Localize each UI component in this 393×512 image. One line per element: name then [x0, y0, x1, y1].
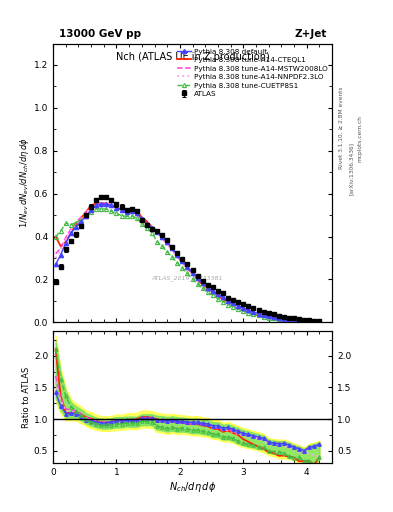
- Pythia 8.308 tune-CUETP8S1: [226, 302, 230, 308]
- Pythia 8.308 tune-A14-NNPDF2.3LO: [99, 201, 104, 207]
- Text: 13000 GeV pp: 13000 GeV pp: [59, 29, 141, 39]
- Pythia 8.308 tune-A14-NNPDF2.3LO: [129, 208, 134, 215]
- Pythia 8.308 tune-CUETP8S1: [53, 233, 58, 240]
- Pythia 8.308 default: [129, 208, 134, 214]
- Pythia 8.308 tune-A14-MSTW2008LO: [261, 312, 266, 318]
- Text: [arXiv:1306.3436]: [arXiv:1306.3436]: [349, 142, 354, 196]
- Pythia 8.308 tune-A14-CTEQL1: [317, 319, 322, 325]
- Pythia 8.308 tune-A14-CTEQL1: [129, 207, 134, 213]
- Pythia 8.308 tune-A14-CTEQL1: [216, 293, 220, 299]
- Pythia 8.308 tune-CUETP8S1: [231, 304, 235, 310]
- Y-axis label: Ratio to ATLAS: Ratio to ATLAS: [22, 367, 31, 428]
- Pythia 8.308 tune-CUETP8S1: [312, 319, 317, 325]
- Text: mcplots.cern.ch: mcplots.cern.ch: [358, 115, 363, 162]
- Pythia 8.308 tune-CUETP8S1: [129, 213, 134, 219]
- Pythia 8.308 tune-A14-MSTW2008LO: [211, 289, 215, 295]
- Pythia 8.308 tune-A14-MSTW2008LO: [129, 208, 134, 214]
- Pythia 8.308 default: [261, 312, 266, 318]
- Pythia 8.308 tune-A14-NNPDF2.3LO: [226, 299, 230, 305]
- Text: Nch (ATLAS UE in Z production): Nch (ATLAS UE in Z production): [116, 52, 270, 62]
- Pythia 8.308 tune-A14-CTEQL1: [261, 314, 266, 320]
- Pythia 8.308 tune-CUETP8S1: [216, 296, 220, 302]
- Pythia 8.308 tune-CUETP8S1: [317, 319, 322, 325]
- Pythia 8.308 tune-A14-NNPDF2.3LO: [216, 293, 220, 299]
- Y-axis label: $1/N_{ev}\,dN_{ev}/dN_{ch}/d\eta\,d\phi$: $1/N_{ev}\,dN_{ev}/dN_{ch}/d\eta\,d\phi$: [18, 137, 31, 228]
- Legend: Pythia 8.308 default, Pythia 8.308 tune-A14-CTEQL1, Pythia 8.308 tune-A14-MSTW20: Pythia 8.308 default, Pythia 8.308 tune-…: [175, 47, 329, 98]
- Pythia 8.308 default: [317, 318, 322, 325]
- Pythia 8.308 tune-A14-NNPDF2.3LO: [261, 312, 266, 318]
- Pythia 8.308 tune-A14-CTEQL1: [312, 319, 317, 325]
- Pythia 8.308 tune-A14-MSTW2008LO: [226, 298, 230, 305]
- Pythia 8.308 tune-A14-NNPDF2.3LO: [317, 319, 322, 325]
- Text: Rivet 3.1.10, ≥ 2.8M events: Rivet 3.1.10, ≥ 2.8M events: [339, 87, 344, 169]
- Pythia 8.308 default: [53, 261, 58, 267]
- Pythia 8.308 tune-A14-NNPDF2.3LO: [292, 317, 296, 323]
- Pythia 8.308 tune-A14-NNPDF2.3LO: [211, 289, 215, 295]
- Pythia 8.308 tune-A14-CTEQL1: [226, 299, 230, 305]
- Pythia 8.308 tune-A14-CTEQL1: [211, 289, 215, 295]
- Line: Pythia 8.308 tune-CUETP8S1: Pythia 8.308 tune-CUETP8S1: [53, 206, 321, 324]
- Pythia 8.308 tune-CUETP8S1: [261, 313, 266, 319]
- Line: Pythia 8.308 tune-A14-NNPDF2.3LO: Pythia 8.308 tune-A14-NNPDF2.3LO: [55, 204, 320, 322]
- Pythia 8.308 tune-A14-CTEQL1: [94, 200, 99, 206]
- Pythia 8.308 tune-A14-MSTW2008LO: [53, 251, 58, 257]
- Pythia 8.308 tune-A14-CTEQL1: [53, 233, 58, 240]
- Pythia 8.308 tune-A14-CTEQL1: [231, 302, 235, 308]
- Text: Z+Jet: Z+Jet: [294, 29, 327, 39]
- Text: ATLAS_2019_I1733381: ATLAS_2019_I1733381: [151, 275, 223, 281]
- Pythia 8.308 tune-CUETP8S1: [211, 292, 215, 298]
- Line: Pythia 8.308 tune-A14-MSTW2008LO: Pythia 8.308 tune-A14-MSTW2008LO: [55, 203, 320, 322]
- Line: Pythia 8.308 tune-A14-CTEQL1: Pythia 8.308 tune-A14-CTEQL1: [55, 203, 320, 322]
- Pythia 8.308 default: [226, 298, 230, 304]
- Pythia 8.308 tune-A14-MSTW2008LO: [292, 317, 296, 323]
- X-axis label: $N_{ch}/d\eta\,d\phi$: $N_{ch}/d\eta\,d\phi$: [169, 480, 216, 494]
- Pythia 8.308 tune-A14-NNPDF2.3LO: [53, 255, 58, 261]
- Pythia 8.308 default: [292, 317, 296, 323]
- Pythia 8.308 default: [211, 288, 215, 294]
- Line: Pythia 8.308 default: Pythia 8.308 default: [53, 202, 321, 324]
- Pythia 8.308 tune-A14-MSTW2008LO: [317, 318, 322, 325]
- Pythia 8.308 tune-CUETP8S1: [99, 206, 104, 212]
- Pythia 8.308 tune-A14-MSTW2008LO: [99, 200, 104, 206]
- Pythia 8.308 default: [216, 291, 220, 297]
- Pythia 8.308 default: [99, 201, 104, 207]
- Pythia 8.308 tune-A14-MSTW2008LO: [216, 292, 220, 298]
